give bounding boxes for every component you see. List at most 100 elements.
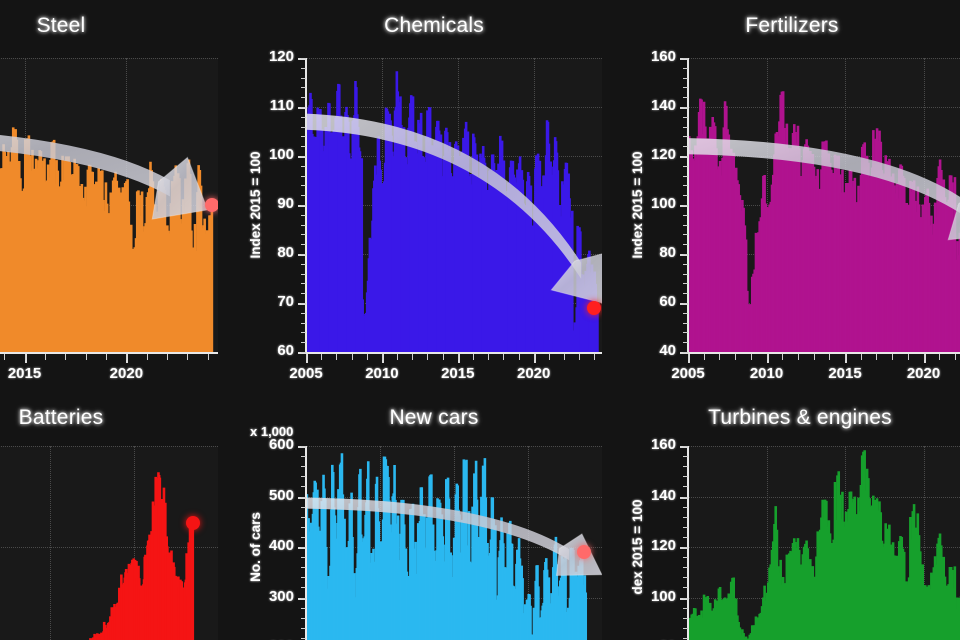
y-minor-tick <box>683 456 688 458</box>
y-tick-label: 600 <box>268 436 294 453</box>
x-tick <box>923 354 926 363</box>
y-minor-tick <box>301 637 306 639</box>
y-minor-tick <box>683 156 688 157</box>
y-minor-tick <box>683 195 688 197</box>
y-minor-tick <box>301 175 306 177</box>
y-tick-label: 160 <box>650 436 676 453</box>
y-minor-tick <box>683 136 688 138</box>
y-minor-tick <box>301 466 306 468</box>
x-axis-spine <box>306 352 602 354</box>
trend-arrow-fertilizers <box>688 138 960 241</box>
gridline-h <box>688 496 960 498</box>
y-minor-tick <box>301 293 306 295</box>
y-minor-tick <box>683 283 688 285</box>
y-minor-tick <box>301 516 306 518</box>
y-tick-label: 40 <box>659 342 676 359</box>
x-tick <box>766 354 769 363</box>
x-tick-label: 2020 <box>109 365 144 382</box>
plot-area-chemicals <box>306 58 602 352</box>
x-tick <box>24 354 27 363</box>
y-minor-tick <box>301 283 306 285</box>
y-minor-tick <box>301 617 306 619</box>
x-tick <box>533 354 536 363</box>
y-minor-tick <box>301 273 306 275</box>
gridline-h <box>688 58 960 59</box>
y-minor-tick <box>683 185 688 187</box>
y-minor-tick <box>301 342 306 344</box>
series-steel <box>0 127 214 352</box>
x-minor-tick <box>146 354 148 360</box>
y-minor-tick <box>683 146 688 148</box>
x-minor-tick <box>518 354 520 360</box>
y-minor-tick <box>301 526 306 528</box>
y-minor-tick <box>683 486 688 488</box>
plot-area-steel <box>0 58 218 352</box>
y-tick-label: 120 <box>650 146 676 163</box>
panel-title-turbines: Turbines & engines <box>708 406 892 429</box>
units-label-new_cars: x 1,000 <box>250 424 294 439</box>
x-minor-tick <box>427 354 429 360</box>
y-minor-tick <box>683 342 688 344</box>
x-minor-tick <box>85 354 87 360</box>
y-tick <box>298 547 306 549</box>
x-minor-tick <box>782 354 784 360</box>
x-minor-tick <box>892 354 894 360</box>
y-minor-tick <box>301 107 306 108</box>
y-tick-label: 110 <box>269 97 294 114</box>
y-minor-tick <box>301 456 306 458</box>
y-minor-tick <box>301 607 306 609</box>
x-minor-tick <box>167 354 169 360</box>
x-minor-tick <box>442 354 444 360</box>
y-minor-tick <box>683 87 688 89</box>
gridline-h <box>0 205 218 206</box>
y-minor-tick <box>683 273 688 275</box>
y-tick-label: 90 <box>277 195 294 212</box>
y-minor-tick <box>683 205 688 206</box>
y-tick <box>680 597 688 600</box>
y-tick <box>680 156 688 158</box>
y-minor-tick <box>683 263 688 265</box>
x-minor-tick <box>564 354 566 360</box>
x-minor-tick <box>65 354 67 360</box>
y-minor-tick <box>301 205 306 206</box>
x-minor-tick <box>106 354 107 360</box>
y-minor-tick <box>301 244 306 246</box>
y-tick <box>680 547 688 549</box>
y-minor-tick <box>301 577 306 579</box>
y-minor-tick <box>301 627 306 629</box>
y-tick <box>298 597 306 600</box>
y-minor-tick <box>683 332 688 334</box>
x-minor-tick <box>579 354 581 360</box>
y-minor-tick <box>683 547 688 548</box>
x-minor-tick <box>351 354 353 360</box>
panel-title-fertilizers: Fertilizers <box>745 14 839 37</box>
x-tick-label: 2020 <box>517 365 551 382</box>
x-tick-label: 2020 <box>906 365 941 382</box>
y-tick <box>680 254 688 256</box>
chart-panel-chemicals: Chemicals 60 70 80 90 100 110 120 Index 2015 = 1… <box>248 6 620 398</box>
x-minor-tick <box>939 354 941 360</box>
x-minor-tick <box>533 354 535 360</box>
x-minor-tick <box>336 354 338 360</box>
gridline-v <box>923 446 925 640</box>
x-minor-tick <box>813 354 815 360</box>
y-tick-label: 120 <box>268 48 294 65</box>
x-minor-tick <box>829 354 831 360</box>
gridline-h <box>688 446 960 447</box>
x-minor-tick <box>750 354 752 360</box>
x-tick <box>457 354 460 363</box>
chart-panel-new_cars: New cars 200 300 400 500 600 No. of cars x 1,00… <box>248 398 620 640</box>
y-minor-tick <box>683 254 688 255</box>
x-minor-tick <box>797 354 799 360</box>
y-minor-tick <box>683 224 688 226</box>
x-minor-tick <box>719 354 721 360</box>
y-minor-tick <box>301 322 306 324</box>
x-tick-label: 2015 <box>7 365 42 382</box>
x-tick <box>845 354 847 363</box>
y-minor-tick <box>301 263 306 265</box>
x-tick-label: 2005 <box>289 365 323 382</box>
gridline-h <box>0 446 218 447</box>
x-minor-tick <box>207 354 209 360</box>
y-minor-tick <box>301 254 306 255</box>
y-minor-tick <box>301 126 306 128</box>
